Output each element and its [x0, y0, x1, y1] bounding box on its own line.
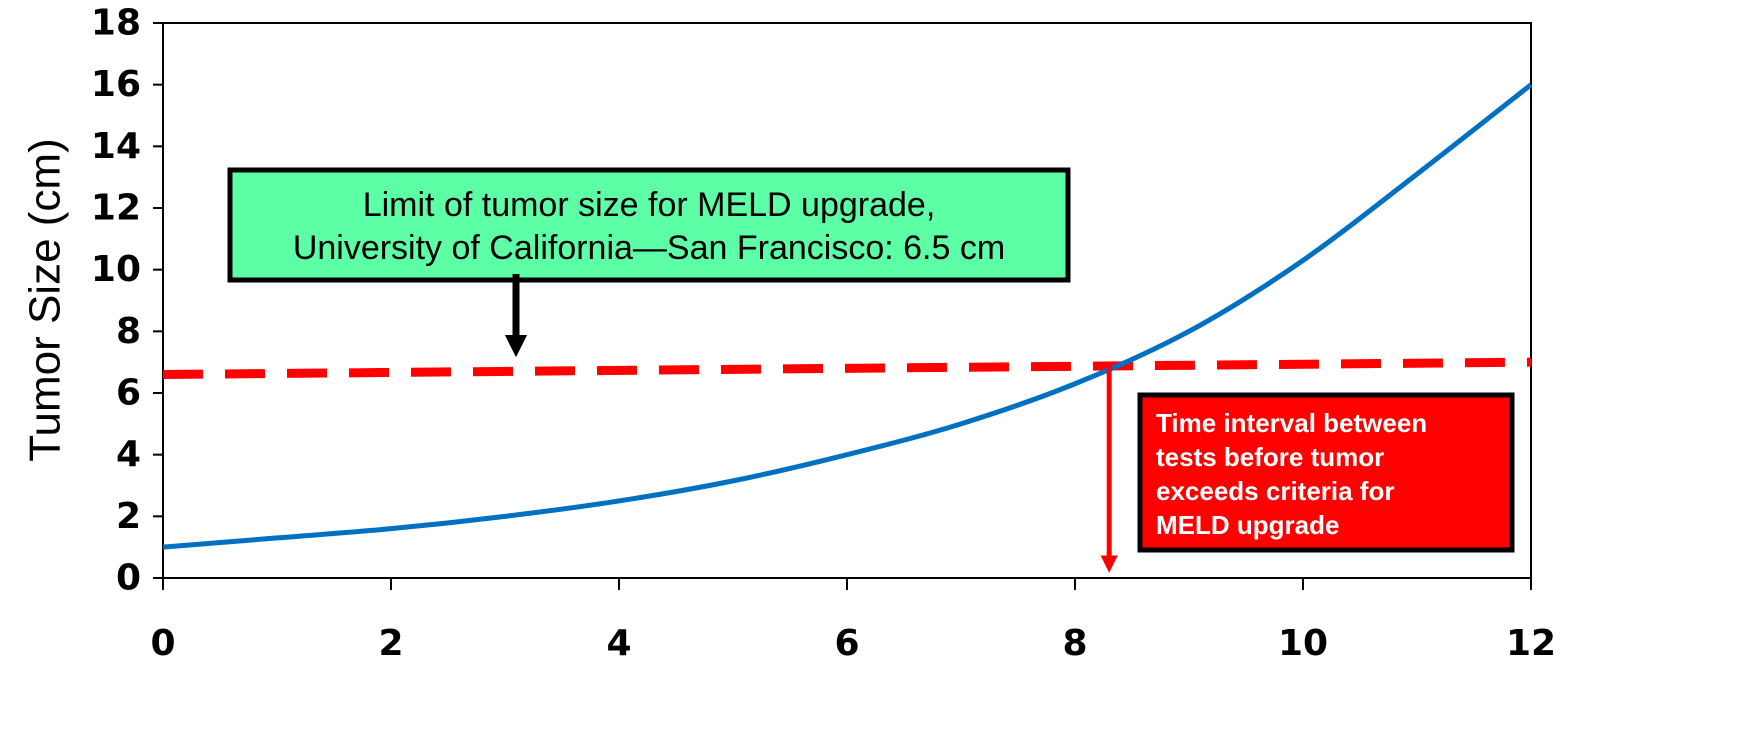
x-tick-label: 0 [150, 623, 175, 664]
y-tick-label: 14 [91, 126, 141, 167]
x-tick-label: 2 [378, 623, 403, 664]
x-tick-label: 6 [834, 623, 859, 664]
y-tick-label: 0 [116, 558, 141, 599]
y-tick-label: 18 [91, 3, 141, 44]
interval-annotation-line-2: tests before tumor [1156, 442, 1384, 472]
y-tick-label: 6 [116, 373, 141, 414]
x-axis-ticks: 0 2 4 6 8 10 12 [150, 578, 1556, 664]
y-tick-label: 4 [116, 434, 141, 475]
interval-annotation-box [1137, 392, 1515, 553]
limit-annotation: Limit of tumor size for MELD upgrade, Un… [227, 167, 1071, 358]
y-axis-title: Tumor Size (cm) [21, 138, 70, 462]
y-tick-label: 2 [116, 496, 141, 537]
interval-annotation-line-1: Time interval between [1156, 408, 1427, 438]
y-tick-label: 16 [91, 64, 141, 105]
interval-annotation-line-4: MELD upgrade [1156, 510, 1339, 540]
threshold-line [162, 357, 1532, 379]
x-tick-label: 12 [1506, 623, 1556, 664]
limit-annotation-line-1: Limit of tumor size for MELD upgrade, [363, 186, 936, 224]
tumor-size-series-line [162, 82, 1533, 550]
y-tick-label: 10 [91, 249, 141, 290]
interval-annotation: Time interval between tests before tumor… [1137, 392, 1515, 553]
x-tick-label: 8 [1062, 623, 1087, 664]
y-axis-ticks: 0 2 4 6 8 10 12 14 16 18 [91, 3, 163, 599]
x-tick-label: 10 [1278, 623, 1328, 664]
x-tick-label: 4 [606, 623, 631, 664]
limit-annotation-box [227, 167, 1071, 283]
y-tick-label: 12 [91, 188, 141, 229]
limit-annotation-line-2: University of California—San Francisco: … [293, 229, 1005, 267]
interval-annotation-line-3: exceeds criteria for [1156, 476, 1394, 506]
y-tick-label: 8 [116, 311, 141, 352]
